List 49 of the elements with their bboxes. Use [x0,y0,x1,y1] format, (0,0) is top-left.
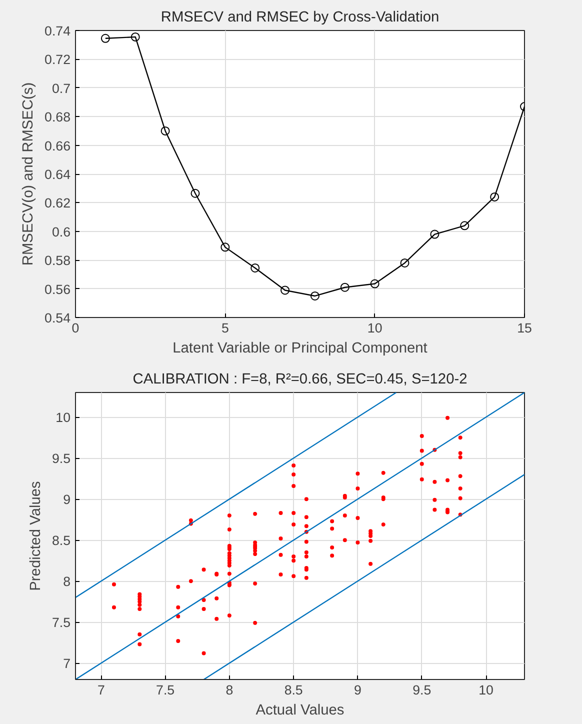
point [220,242,230,252]
y-tick-label: 0.7 [52,80,71,96]
point [370,279,380,288]
point [310,291,320,300]
y-tick-label: 9 [63,492,71,508]
point [160,126,170,136]
point [190,188,200,198]
x-tick-label: 15 [517,320,532,336]
y-tick-label: 0.66 [44,138,71,154]
point [490,192,500,202]
x-tick-label: 8.5 [284,682,303,698]
chart-title: RMSECV and RMSEC by Cross-Validation [160,10,440,26]
y-tick-label: 0.58 [44,253,71,268]
point [400,258,410,268]
y-tick-label: 8.5 [52,533,71,548]
x-tick-label: 7 [97,682,105,698]
x-tick-label: 5 [221,320,229,336]
point [130,32,140,42]
y-tick-label: 8 [63,574,71,590]
point [250,264,260,272]
x-tick-label: 9.5 [412,682,432,698]
y-axis-title: RMSECV(o) and RMSEC(s) [20,82,37,266]
y-tick-label: 0.54 [44,310,72,326]
y-tick-label: 0.72 [44,52,71,68]
point [340,282,350,292]
point [460,221,470,230]
y-tick-label: 0.68 [44,110,71,125]
y-tick-label: 0.56 [44,282,71,297]
point [280,286,290,295]
y-tick-label: 10 [56,410,71,426]
x-tick-label: 0 [72,320,80,336]
y-axis-title: Predicted Values [28,481,44,591]
point [430,230,440,239]
x-axis-title: Actual Values [256,702,344,718]
x-axis-title: Latent Variable or Principal Component [172,340,428,356]
point [100,34,110,43]
chart-title: CALIBRATION : F=8, R²=0.66, SEC=0.45, S=120-2 [132,372,468,388]
y-tick-label: 0.74 [44,24,72,38]
y-tick-label: 0.64 [44,167,72,182]
y-tick-label: 7.5 [52,615,71,630]
x-tick-label: 9 [354,682,362,698]
y-tick-label: 0.62 [44,196,71,211]
y-tick-label: 9.5 [52,451,71,466]
y-tick-label: 7 [63,656,71,672]
y-tick-label: 0.6 [52,224,71,240]
x-tick-label: 10 [478,682,494,698]
x-tick-label: 10 [367,320,382,336]
x-tick-label: 7.5 [156,682,175,698]
x-tick-label: 8 [226,682,234,698]
